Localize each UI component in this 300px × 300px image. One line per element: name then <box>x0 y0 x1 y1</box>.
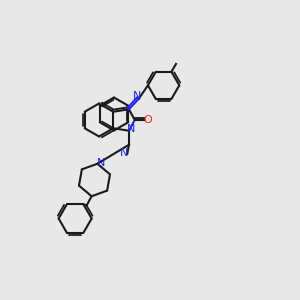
Text: O: O <box>143 115 152 125</box>
Text: N: N <box>127 124 136 134</box>
Text: N: N <box>119 148 128 158</box>
Text: N: N <box>97 158 105 168</box>
Text: N: N <box>133 91 142 101</box>
